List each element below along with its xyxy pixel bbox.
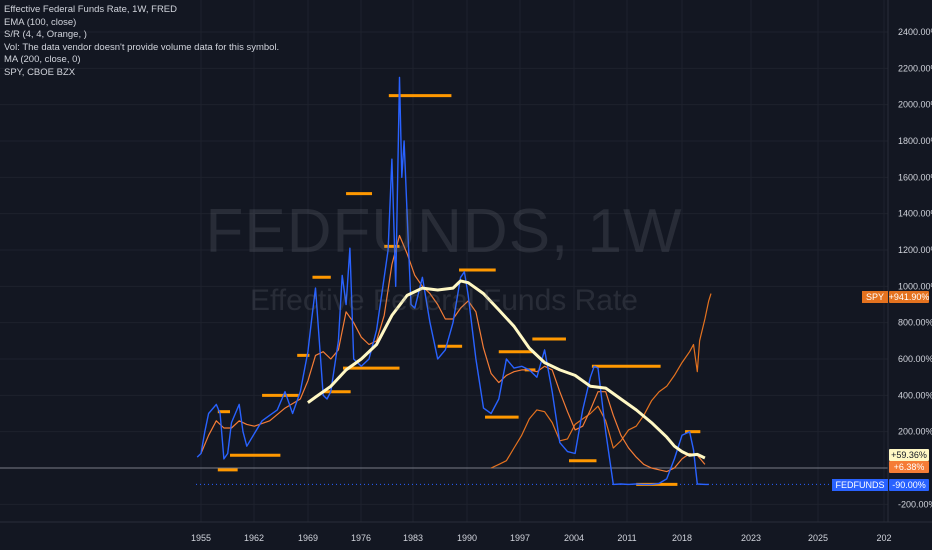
y-tick-label: 1600.00% (898, 172, 932, 182)
x-tick-label: 202 (876, 533, 891, 543)
x-tick-label: 1990 (457, 533, 477, 543)
x-tick-label: 2004 (564, 533, 584, 543)
badge-value: -90.00% (892, 480, 926, 490)
chart-legend: Effective Federal Funds Rate, 1W, FRED E… (4, 4, 279, 80)
y-tick-label: 800.00% (898, 318, 932, 328)
badge-value-bg (889, 291, 929, 303)
badge-value: +6.38% (894, 462, 925, 472)
x-tick-label: 2025 (808, 533, 828, 543)
legend-sr[interactable]: S/R (4, 4, Orange, ) (4, 29, 87, 41)
y-tick-label: 1400.00% (898, 209, 932, 219)
y-tick-label: 2000.00% (898, 100, 932, 110)
y-tick-label: 1800.00% (898, 136, 932, 146)
series-lines (196, 76, 712, 486)
badge-value: +59.36% (891, 450, 927, 460)
badge-value: +941.90% (889, 292, 930, 302)
legend-compare[interactable]: SPY, CBOE BZX (4, 66, 76, 78)
y-tick-label: 200.00% (898, 427, 932, 437)
legend-ma[interactable]: MA (200, close, 0) (4, 54, 81, 66)
legend-title[interactable]: Effective Federal Funds Rate, 1W, FRED (4, 4, 178, 15)
badge-value-bg (889, 479, 929, 491)
y-tick-label: 1200.00% (898, 245, 932, 255)
badge-symbol: SPY (866, 292, 884, 302)
last-value-badges: SPY +941.90% +59.36% +6.38% FEDFUNDS -90.00% (832, 291, 929, 491)
x-tick-label: 2018 (672, 533, 692, 543)
y-tick-label: 2400.00% (898, 27, 932, 37)
legend-volume[interactable]: Vol: The data vendor doesn't provide vol… (4, 41, 280, 53)
y-tick-label: 2200.00% (898, 63, 932, 73)
x-tick-label: 2011 (617, 533, 636, 543)
y-tick-label: -200.00% (898, 499, 932, 509)
price-axis[interactable]: 2400.00% 2200.00% 2000.00% 1800.00% 1600.00%… (887, 0, 932, 522)
badge-symbol-bg (832, 479, 888, 491)
ma-line (307, 279, 706, 460)
spy-line (490, 293, 712, 469)
ema-line (200, 234, 706, 473)
x-tick-label: 1955 (191, 533, 211, 543)
x-tick-label: 1976 (351, 533, 371, 543)
badge-value-bg (889, 449, 929, 461)
badge-symbol: FEDFUNDS (836, 480, 885, 490)
x-tick-label: 2023 (741, 533, 761, 543)
y-tick-label: 400.00% (898, 390, 932, 400)
badge-symbol-bg (862, 291, 888, 303)
badge-value-bg (889, 461, 929, 473)
y-tick-label: 1000.00% (898, 281, 932, 291)
legend-ema[interactable]: EMA (100, close) (4, 16, 77, 28)
x-tick-label: 1997 (510, 533, 530, 543)
y-tick-label: 600.00% (898, 354, 932, 364)
fedfunds-line (196, 76, 709, 486)
x-tick-label: 1962 (244, 533, 264, 543)
x-tick-label: 1969 (298, 533, 318, 543)
x-tick-label: 1983 (403, 533, 423, 543)
time-axis[interactable]: 1955 1962 1969 1976 1983 1990 1997 2004 2011 2018… (0, 521, 932, 543)
